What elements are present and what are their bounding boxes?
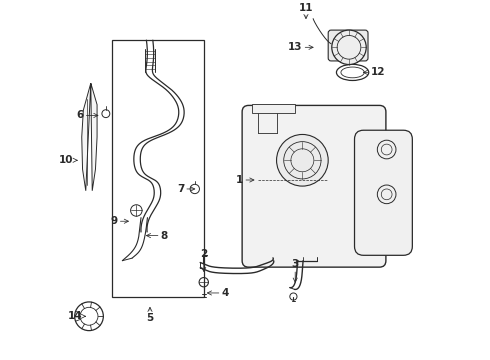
Text: 11: 11 — [299, 3, 313, 19]
Text: 2: 2 — [200, 248, 207, 271]
Text: 10: 10 — [59, 155, 77, 165]
FancyBboxPatch shape — [242, 105, 386, 267]
FancyBboxPatch shape — [355, 130, 413, 255]
FancyBboxPatch shape — [328, 30, 368, 61]
Text: 7: 7 — [177, 184, 195, 194]
Text: 5: 5 — [147, 307, 153, 323]
Bar — [112, 40, 204, 297]
Text: 9: 9 — [111, 216, 128, 226]
Text: 6: 6 — [76, 111, 98, 121]
Text: 4: 4 — [207, 288, 229, 298]
Text: 14: 14 — [67, 311, 85, 321]
Circle shape — [332, 30, 366, 64]
Text: 8: 8 — [147, 231, 168, 240]
Polygon shape — [82, 83, 97, 191]
Text: 12: 12 — [364, 67, 385, 77]
Text: 1: 1 — [236, 175, 254, 185]
Circle shape — [276, 134, 328, 186]
Text: 3: 3 — [292, 259, 299, 282]
Bar — [252, 104, 295, 113]
Text: 13: 13 — [288, 42, 313, 52]
